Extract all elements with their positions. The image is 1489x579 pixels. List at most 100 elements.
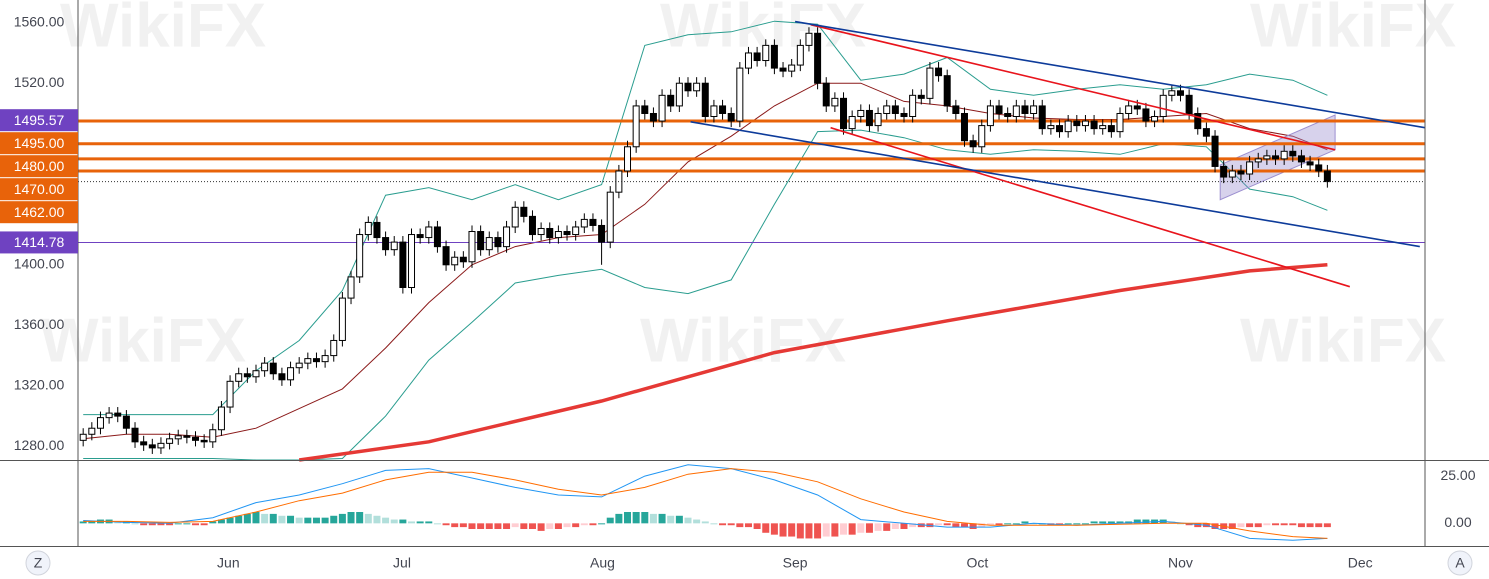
histogram-bar <box>304 517 312 524</box>
candle-body <box>114 412 122 417</box>
y-tick-label: 0.00 <box>1444 514 1471 530</box>
y-tick-label: 1360.00 <box>14 316 65 332</box>
auto-scale-button-label[interactable]: A <box>1455 555 1465 571</box>
histogram-bar <box>321 517 329 524</box>
candle-body <box>1246 161 1254 175</box>
histogram-bar <box>1263 523 1271 526</box>
histogram-bar <box>166 523 174 526</box>
candle-body <box>719 105 727 114</box>
histogram-bar <box>433 523 441 525</box>
level-label: 1480.00 <box>14 158 65 174</box>
candle-body <box>1021 105 1029 114</box>
candle-body <box>528 215 536 236</box>
candle-body <box>917 94 925 99</box>
candle-body <box>563 231 571 236</box>
candle-body <box>995 105 1003 114</box>
histogram-bar <box>217 519 225 524</box>
level-label: 1462.00 <box>14 204 65 220</box>
axis-labels: 1280.00 1320.00 1360.00 1400.00 1520.00 1560.… <box>0 13 1476 571</box>
histogram-bar <box>494 523 502 529</box>
candle-body <box>900 112 908 118</box>
histogram-bar <box>788 523 796 537</box>
zoom-button[interactable] <box>25 550 51 576</box>
y-tick-label: 1320.00 <box>14 377 65 393</box>
candle-body <box>935 67 943 77</box>
histogram-bar <box>140 523 148 526</box>
y-tick-label: 1520.00 <box>14 74 65 90</box>
x-tick-label: Aug <box>590 555 615 571</box>
histogram-bar <box>442 523 450 526</box>
candle-body <box>1168 90 1176 96</box>
histogram-bar <box>710 523 718 525</box>
histogram-bar <box>1125 521 1133 524</box>
histogram-bar <box>753 523 761 529</box>
candle-body <box>1116 112 1124 133</box>
candle-body <box>433 226 441 248</box>
histogram-bar <box>727 523 735 526</box>
histogram-bar <box>1081 523 1089 525</box>
candle-body <box>131 427 139 443</box>
level-label-box <box>0 132 78 155</box>
histogram-bar <box>174 523 182 525</box>
candle-body <box>468 231 476 263</box>
histogram-bar <box>624 512 632 524</box>
histogram-bar <box>1133 519 1141 524</box>
auto-scale-button[interactable] <box>1447 550 1473 576</box>
candle-body <box>321 355 329 363</box>
candle-body <box>831 97 839 107</box>
candle-body <box>632 105 640 148</box>
level-label-box <box>0 201 78 224</box>
histogram-bar <box>200 523 208 526</box>
candle-body <box>390 241 398 251</box>
histogram-bar <box>148 523 156 526</box>
histogram-bar <box>986 523 994 526</box>
histogram-bar <box>675 515 683 524</box>
candle-body <box>874 112 882 127</box>
candle-body <box>1315 164 1323 172</box>
candle-body <box>200 439 208 443</box>
candle-body <box>762 44 770 62</box>
histogram-bar <box>658 513 666 524</box>
candle-body <box>1038 105 1046 130</box>
candle-body <box>485 237 493 251</box>
histogram-bar <box>503 523 511 529</box>
histogram-bar <box>183 523 191 525</box>
histogram-bar <box>356 512 364 524</box>
candle-body <box>304 358 312 364</box>
histogram-bar <box>580 523 588 526</box>
histogram-bar <box>598 523 606 525</box>
x-tick-label: Dec <box>1348 555 1373 571</box>
histogram-bar <box>891 523 899 529</box>
candle-body <box>969 140 977 148</box>
indicator-line <box>83 82 1328 440</box>
histogram-bar <box>822 523 830 537</box>
histogram-bar <box>943 523 951 526</box>
histogram-bar <box>243 513 251 524</box>
histogram-bar <box>1272 523 1280 526</box>
candle-body <box>408 234 416 288</box>
level-label-box <box>0 155 78 178</box>
candle-body <box>1306 161 1314 166</box>
histogram-bar <box>287 515 295 524</box>
histogram-bar <box>969 523 977 529</box>
candle-body <box>675 82 683 107</box>
histogram-bar <box>416 521 424 524</box>
candle-body <box>511 206 519 228</box>
candle-body <box>278 373 286 381</box>
histogram-bar <box>1012 523 1020 525</box>
candle-body <box>546 227 554 239</box>
histogram-bar <box>1176 523 1184 525</box>
candle-body <box>1142 108 1150 122</box>
y-tick-label: 1560.00 <box>14 13 65 29</box>
candle-body <box>235 373 243 382</box>
candle-body <box>399 241 407 289</box>
macd-line <box>83 464 1328 541</box>
candle-body <box>1056 125 1064 133</box>
candle-body <box>857 109 865 118</box>
zoom-button-label[interactable]: Z <box>34 555 43 571</box>
histogram-bar <box>1073 523 1081 525</box>
histogram-bar <box>805 523 813 539</box>
